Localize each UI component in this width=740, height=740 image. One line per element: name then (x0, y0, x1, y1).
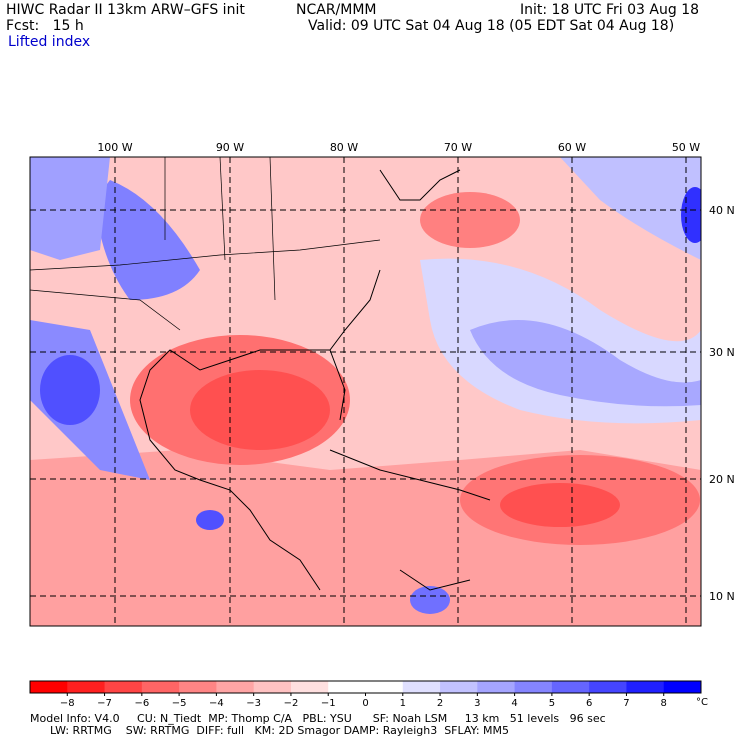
colorbar-swatch (514, 681, 553, 693)
colorbar-swatch (663, 681, 702, 693)
colorbar-swatch (216, 681, 255, 693)
colorbar-tick-label: 6 (586, 698, 592, 709)
colorbar-swatch (104, 681, 143, 693)
colorbar-tick-label: 7 (623, 698, 629, 709)
map-frame (29, 156, 702, 627)
colorbar-swatch (253, 681, 292, 693)
colorbar-swatch (30, 681, 68, 693)
colorbar-swatch (477, 681, 516, 693)
colorbar-swatch (589, 681, 627, 693)
lon-label: 80 W (330, 141, 358, 154)
colorbar-tick-label: −8 (60, 698, 75, 709)
colorbar-tick-label: 2 (437, 698, 443, 709)
colorbar-tick-label: 8 (661, 698, 667, 709)
valid-time: Valid: 09 UTC Sat 04 Aug 18 (05 EDT Sat … (308, 18, 675, 34)
colorbar-tick-label: 4 (511, 698, 517, 709)
colorbar-tick-label: 0 (362, 698, 368, 709)
latitude-labels: 40 N 30 N 20 N 10 N (709, 204, 735, 603)
model-title: HIWC Radar II 13km ARW–GFS init (6, 2, 245, 18)
colorbar-tick-label: −7 (97, 698, 112, 709)
model-info-line1: Model Info: V4.0 CU: N_Tiedt MP: Thomp C… (30, 712, 606, 725)
colorbar-swatch (67, 681, 106, 693)
lat-label: 40 N (709, 204, 735, 217)
colorbar-swatch (290, 681, 329, 693)
lon-label: 50 W (672, 141, 700, 154)
colorbar-tick-label: 3 (474, 698, 480, 709)
longitude-labels: 100 W 90 W 80 W 70 W 60 W 50 W (97, 141, 700, 154)
colorbar-tick-label: 5 (549, 698, 555, 709)
colorbar-tick-label: −1 (321, 698, 336, 709)
lat-label: 20 N (709, 473, 735, 486)
colorbar-tick-label: −6 (134, 698, 149, 709)
model-info-line2: LW: RRTMG SW: RRTMG DIFF: full KM: 2D Sm… (50, 724, 510, 737)
colorbar-swatch (440, 681, 478, 693)
colorbar-tick-label: −4 (209, 698, 224, 709)
init-time: Init: 18 UTC Fri 03 Aug 18 (520, 2, 700, 18)
lon-label: 100 W (97, 141, 132, 154)
colorbar-swatch (626, 681, 665, 693)
colorbar-tick-label: −3 (246, 698, 261, 709)
lon-label: 70 W (444, 141, 472, 154)
organization-label: NCAR/MMM (296, 2, 377, 18)
colorbar-swatch (328, 681, 366, 693)
colorbar-tick-label: −2 (284, 698, 299, 709)
forecast-hour: Fcst: 15 h (6, 18, 84, 34)
colorbar-tick-label: −5 (172, 698, 187, 709)
map-field (30, 157, 701, 626)
lat-label: 10 N (709, 590, 735, 603)
colorbar-swatch (551, 681, 590, 693)
color-bar: −8 −7 −6 −5 −4 −3 −2 −1 0 1 2 3 4 5 6 7 8 (29, 680, 702, 709)
colorbar-tick-label: 1 (400, 698, 406, 709)
field-name: Lifted index (8, 34, 91, 50)
colorbar-swatch (365, 681, 404, 693)
graticule (30, 157, 701, 626)
colorbar-swatch (141, 681, 180, 693)
colorbar-unit: °C (696, 697, 708, 708)
lon-label: 90 W (216, 141, 244, 154)
lon-label: 60 W (558, 141, 586, 154)
lat-label: 30 N (709, 346, 735, 359)
colorbar-swatch (179, 681, 217, 693)
colorbar-swatch (402, 681, 441, 693)
